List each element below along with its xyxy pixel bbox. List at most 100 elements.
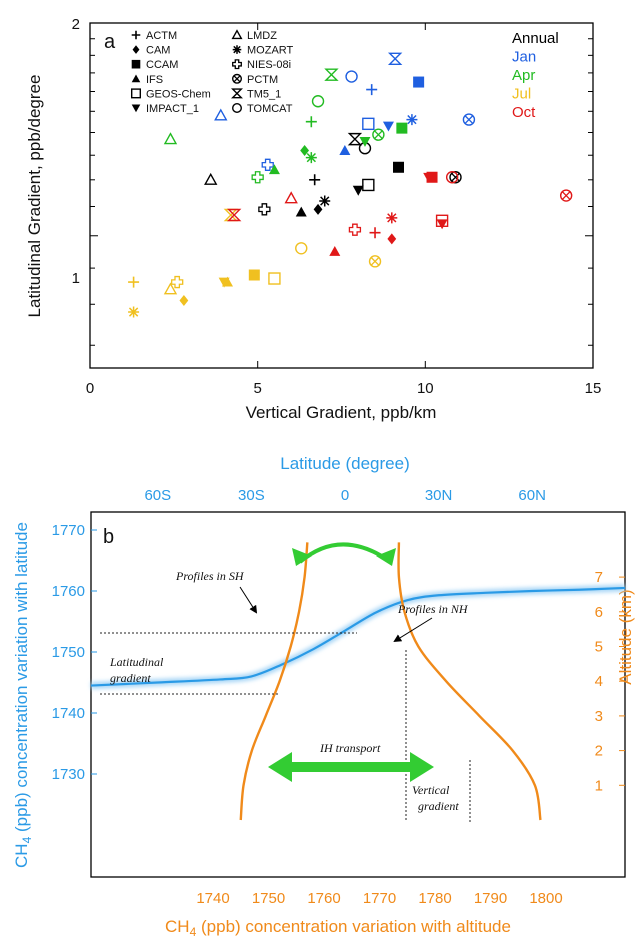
top-tick-label: 0 [341,487,349,504]
left-axis-label-text: CH4 (ppb) concentration variation with l… [12,522,34,868]
legend-label: LMDZ [247,30,277,42]
legend-entry-impact-1: IMPACT_1 [131,103,199,115]
point-geos-chem-jul [268,272,281,285]
point-mozart-jul [128,306,140,318]
point-cam-apr [300,145,310,157]
bottom-tick-label: 1800 [529,890,562,907]
point-lmdz-jul [163,282,178,295]
legend-label: CCAM [146,59,178,71]
legend-label: GEOS-Chem [146,88,211,100]
profiles-sh-label: Profiles in SH [175,569,245,583]
panel-a-frame [89,22,594,369]
legend-entry-geos-chem: GEOS-Chem [130,88,211,100]
point-nies-08i-annual [258,203,271,216]
legend-label: TOMCAT [247,103,293,115]
legend-entry-ccam: CCAM [131,59,178,71]
legend-entry-ifs: IFS [131,74,163,86]
top-tick-label: 30N [425,487,453,504]
right-axis-ticks: 7 6 5 4 3 2 1 [595,569,625,794]
nh-altitude-profile-curve [397,542,542,821]
legend-label: TM5_1 [247,88,281,100]
latitudinal-profile-curve [90,586,626,687]
model-legend: ACTM CAM CCAM IFS GEOS-Chem IMPACT_1 LMDZ MOZAR… [130,29,294,115]
point-impact-1-apr [359,136,371,147]
legend-entry-cam: CAM [132,45,170,57]
legend-label: CAM [146,45,170,57]
point-ifs-apr [268,164,280,175]
legend-entry-tomcat: TOMCAT [231,102,293,115]
left-axis-label: CH4 (ppb) concentration variation with l… [12,522,34,868]
point-pctm-jul [368,255,382,268]
gradient-guides [100,632,471,822]
legend-entry-actm: ACTM [131,30,177,42]
bottom-tick-label: 1750 [252,890,285,907]
point-nies-08i-apr [251,171,264,184]
x-tick-label: 5 [254,380,262,397]
point-tomcat-apr [311,95,325,108]
point-lmdz-apr [163,132,178,145]
top-tick-label: 60S [144,487,171,504]
point-tm5-1-oct [227,208,242,222]
bottom-axis-ticks: 1740 1750 1760 1770 1780 1790 1800 [196,890,562,907]
right-tick-label: 3 [595,708,603,725]
left-tick-label: 1770 [52,522,85,539]
point-ccam-annual [393,161,405,173]
legend-label: IMPACT_1 [146,103,199,115]
profiles-sh-arrow [239,586,258,614]
bottom-tick-label: 1780 [418,890,451,907]
bottom-tick-label: 1760 [307,890,340,907]
point-mozart-annual [319,195,331,207]
point-tm5-1-jan [387,52,403,65]
point-cam-jul [179,294,189,306]
legend-label: NIES-08i [247,59,291,71]
point-ccam-oct [426,171,438,183]
vertical-gradient-label: Vertical gradient [412,783,459,813]
point-mozart-apr [305,152,317,164]
circulation-arrow [292,542,396,566]
profiles-nh-label: Profiles in NH [397,602,469,616]
point-nies-08i-jul [171,275,184,289]
bottom-tick-label: 1770 [363,890,396,907]
panel-a-label: a [104,31,116,53]
season-legend-oct: Oct [512,104,536,121]
legend-label: MOZART [247,45,294,57]
season-legend-jan: Jan [512,49,536,66]
vertical-gradient-line-2: gradient [418,799,459,813]
legend-entry-nies-08i: NIES-08i [232,59,291,71]
y-tick-label: 2 [72,16,80,33]
legend-label: ACTM [146,30,177,42]
right-tick-label: 7 [595,569,603,586]
point-lmdz-annual [204,172,218,185]
left-tick-label: 1750 [52,644,85,661]
scatter-panel-a: a 0 5 10 15 1 2 Vertical Gradient, ppb/k… [25,16,601,422]
point-pctm-apr [372,128,385,141]
point-tomcat-oct [445,171,459,184]
point-impact-1-oct [423,172,435,183]
schematic-panel-b: b Latitude (degree) 60S 30S 0 30N 60N 177017… [12,454,635,939]
point-pctm-annual [449,171,462,184]
point-impact-1-jul [218,277,230,288]
point-tm5-1-annual [347,132,363,146]
left-axis-ticks: 1770 1760 1750 1740 1730 [52,522,97,783]
point-nies-08i-jan [261,158,274,171]
right-axis-label: Altitude (km) [616,589,635,684]
right-tick-label: 6 [595,604,603,621]
panel-b-label: b [103,526,114,548]
scatter-points [128,52,573,318]
panel-b-frame [90,511,626,878]
left-tick-label: 1730 [52,766,85,783]
ih-transport-arrow [268,752,434,782]
season-legend-apr: Apr [512,67,535,84]
point-actm-annual [309,174,321,186]
point-lmdz-jan [214,108,228,121]
bottom-axis-label: CH4 (ppb) concentration variation with a… [165,917,511,939]
right-tick-label: 2 [595,743,603,760]
top-tick-label: 30S [238,487,265,504]
point-ifs-annual [295,206,307,217]
season-legend-annual: Annual [512,30,559,47]
legend-entry-tm5-1: TM5_1 [231,88,281,100]
panel-a-y-axis-label: Latitudinal Gradient, ppb/degree [25,75,44,318]
point-ccam-apr [396,122,408,134]
